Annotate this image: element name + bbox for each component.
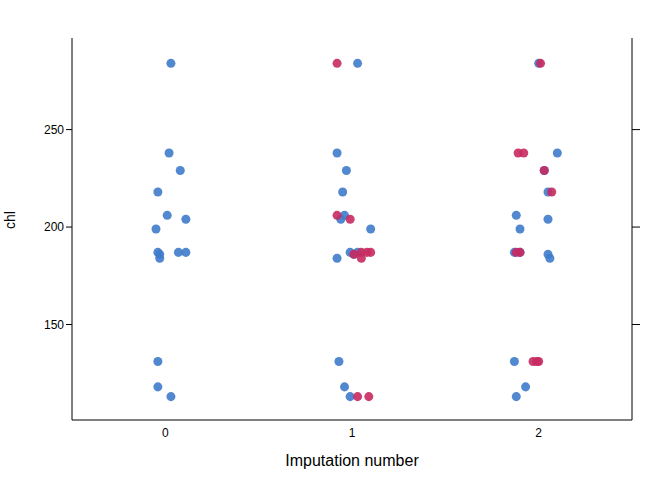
svg-text:2: 2 [535,426,542,440]
svg-text:0: 0 [162,426,169,440]
svg-text:chl: chl [8,211,18,229]
svg-text:Imputation number: Imputation number [285,452,419,469]
svg-text:150: 150 [44,318,64,332]
svg-text:250: 250 [44,123,64,137]
svg-text:200: 200 [44,220,64,234]
svg-text:1: 1 [349,426,356,440]
